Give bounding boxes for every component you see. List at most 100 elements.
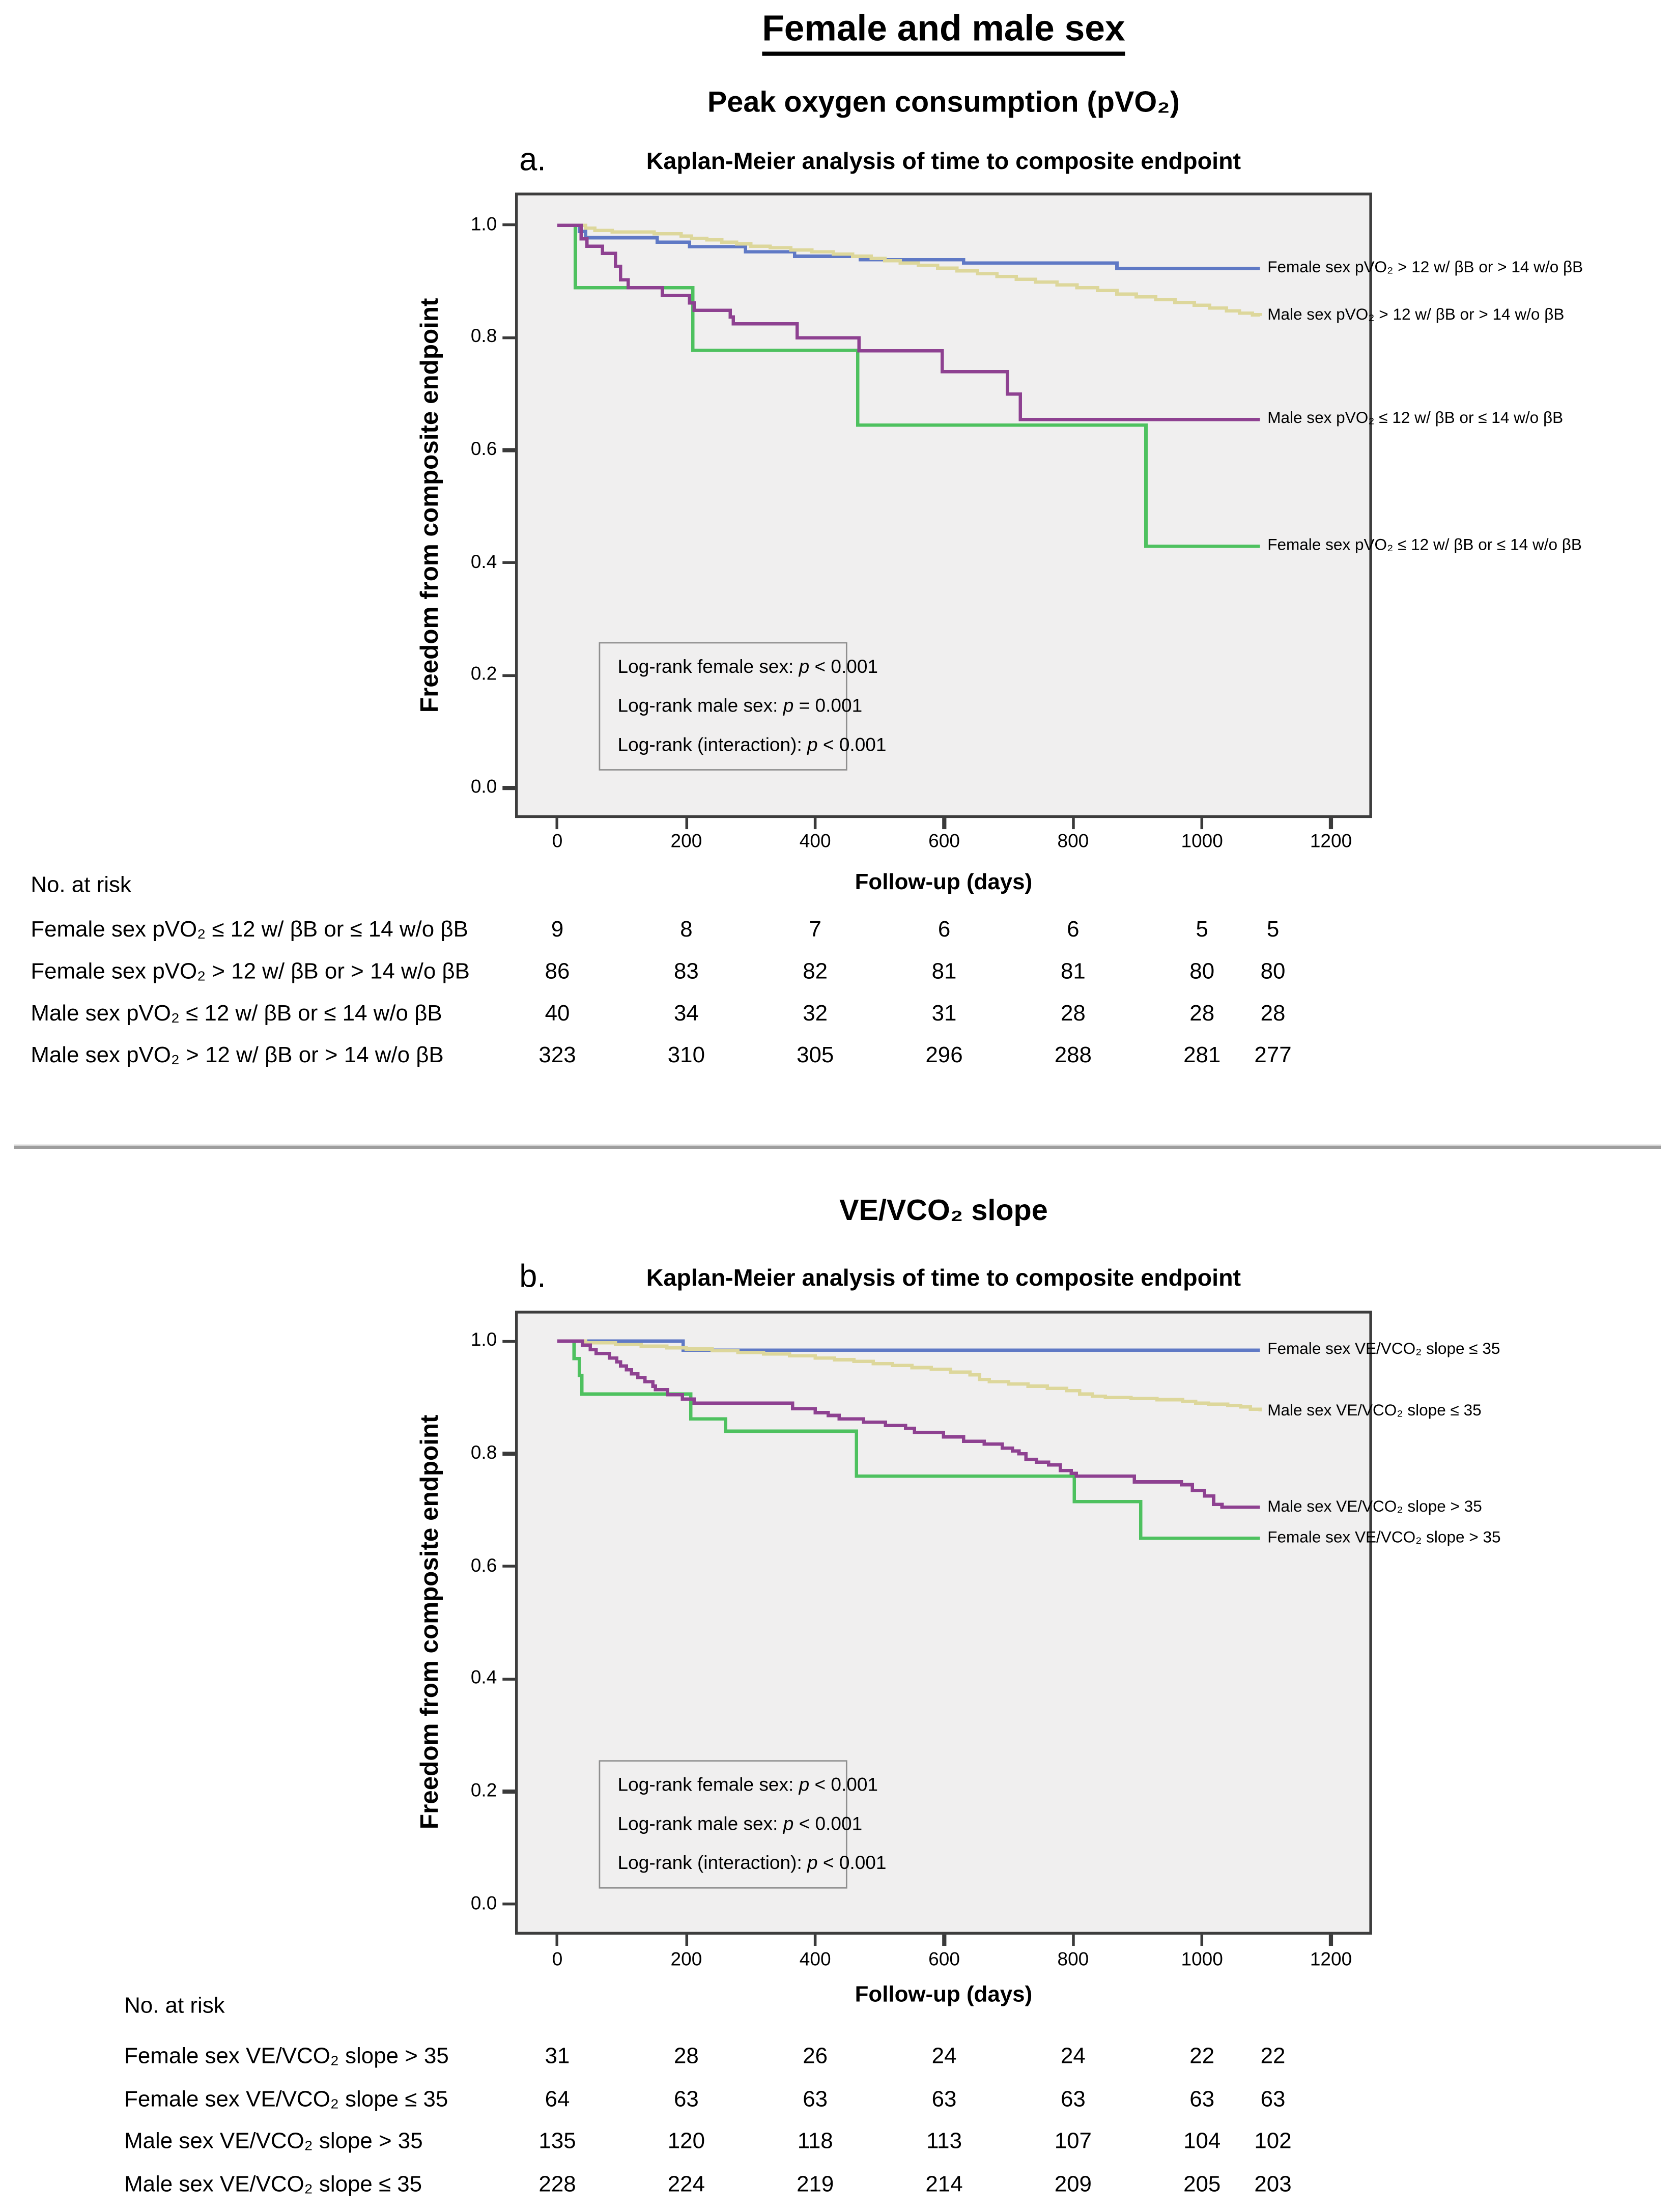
risk-value: 80 (1189, 960, 1215, 984)
y-tick-mark (502, 1339, 515, 1343)
risk-value: 31 (931, 1002, 957, 1026)
page-title-text: Female and male sex (762, 7, 1125, 56)
risk-value: 63 (1260, 2087, 1286, 2112)
risk-value: 86 (545, 960, 570, 984)
legend-label: Female sex pVO₂ > 12 w/ βB or > 14 w/o β… (1267, 260, 1583, 277)
risk-row-label: Female sex VE/VCO₂ slope > 35 (124, 2045, 449, 2069)
km-title-b: Kaplan-Meier analysis of time to composi… (646, 1264, 1241, 1291)
risk-value: 82 (803, 960, 828, 984)
x-tick-mark (943, 818, 946, 830)
y-tick-mark (502, 336, 515, 339)
x-tick-label: 800 (1057, 830, 1089, 852)
page-title: Female and male sex (515, 7, 1372, 56)
x-tick-label: 1200 (1310, 1948, 1352, 1970)
y-tick-label: 0.8 (470, 1441, 497, 1463)
risk-value: 64 (545, 2087, 570, 2112)
risk-value: 296 (925, 1043, 963, 1068)
risk-value: 5 (1266, 918, 1280, 943)
x-axis-label-b: Follow-up (days) (855, 1983, 1033, 2007)
x-tick-label: 200 (670, 830, 702, 852)
risk-value: 203 (1254, 2172, 1292, 2197)
y-tick-mark (502, 786, 515, 790)
x-tick-mark (1071, 1935, 1075, 1947)
y-tick-label: 0.4 (470, 1667, 497, 1688)
logrank-box-b: Log-rank female sex: p < 0.001 Log-rank … (598, 1759, 886, 1888)
legend-label: Female sex VE/VCO₂ slope > 35 (1267, 1529, 1501, 1547)
x-tick-mark (1071, 818, 1075, 830)
risk-value: 288 (1054, 1043, 1092, 1068)
y-tick-mark (502, 1452, 515, 1456)
risk-value: 28 (1060, 1002, 1086, 1026)
risk-value: 135 (538, 2130, 576, 2154)
x-tick-label: 400 (799, 1948, 831, 1970)
y-tick-label: 1.0 (470, 1329, 497, 1350)
risk-value: 31 (545, 2045, 570, 2069)
risk-value: 113 (926, 2130, 962, 2154)
x-tick-mark (1200, 1935, 1204, 1947)
risk-value: 24 (931, 2045, 957, 2069)
risk-row-label: Male sex VE/VCO₂ slope > 35 (124, 2130, 423, 2154)
km-title-a: Kaplan-Meier analysis of time to composi… (646, 148, 1241, 175)
y-axis-label-b: Freedom from composite endpoint (415, 1414, 443, 1830)
legend-label: Female sex pVO₂ ≤ 12 w/ βB or ≤ 14 w/o β… (1267, 537, 1582, 554)
risk-value: 32 (803, 1002, 828, 1026)
logrank-line: Log-rank female sex: p < 0.001 (617, 1773, 878, 1795)
risk-row-label: Male sex VE/VCO₂ slope ≤ 35 (124, 2172, 422, 2197)
risk-row-label: Female sex pVO₂ ≤ 12 w/ βB or ≤ 14 w/o β… (31, 918, 468, 943)
risk-value: 28 (1260, 1002, 1286, 1026)
y-tick-mark (502, 1677, 515, 1681)
risk-heading-a: No. at risk (31, 873, 131, 898)
risk-value: 9 (551, 918, 564, 943)
y-tick-label: 0.2 (470, 663, 497, 685)
legend-label: Male sex VE/VCO₂ slope ≤ 35 (1267, 1403, 1482, 1420)
x-tick-mark (1329, 818, 1333, 830)
risk-value: 26 (803, 2045, 828, 2069)
y-tick-label: 0.4 (470, 551, 497, 572)
section-title-b: VE/VCO₂ slope (839, 1195, 1048, 1227)
risk-heading-b: No. at risk (124, 1995, 225, 2019)
section-divider (14, 1144, 1661, 1149)
x-tick-label: 800 (1057, 1948, 1089, 1970)
risk-value: 6 (1067, 918, 1080, 943)
y-tick-label: 0.0 (470, 1892, 497, 1913)
x-tick-label: 600 (928, 1948, 960, 1970)
risk-value: 24 (1060, 2045, 1086, 2069)
risk-value: 7 (809, 918, 821, 943)
x-tick-mark (813, 1935, 817, 1947)
y-tick-label: 0.0 (470, 776, 497, 797)
x-tick-label: 0 (552, 1948, 563, 1970)
risk-value: 323 (538, 1043, 576, 1068)
risk-row-label: Male sex pVO₂ ≤ 12 w/ βB or ≤ 14 w/o βB (31, 1002, 442, 1026)
risk-value: 104 (1183, 2130, 1221, 2154)
risk-value: 81 (1060, 960, 1086, 984)
risk-value: 219 (797, 2172, 834, 2197)
risk-value: 63 (1060, 2087, 1086, 2112)
x-tick-mark (943, 1935, 946, 1947)
x-tick-label: 600 (928, 830, 960, 852)
risk-value: 5 (1196, 918, 1208, 943)
risk-value: 28 (673, 2045, 699, 2069)
y-tick-label: 0.6 (470, 1554, 497, 1576)
risk-value: 83 (673, 960, 699, 984)
y-tick-label: 0.8 (470, 325, 497, 347)
y-tick-label: 0.6 (470, 438, 497, 460)
legend-label: Male sex VE/VCO₂ slope > 35 (1267, 1498, 1482, 1516)
legend-label: Female sex VE/VCO₂ slope ≤ 35 (1267, 1342, 1500, 1359)
section-title-a: Peak oxygen consumption (pVO₂) (707, 87, 1180, 119)
logrank-box-a: Log-rank female sex: p < 0.001 Log-rank … (598, 641, 887, 770)
y-tick-label: 0.2 (470, 1779, 497, 1801)
x-tick-label: 400 (799, 830, 831, 852)
risk-value: 8 (680, 918, 693, 943)
x-tick-mark (556, 818, 559, 830)
logrank-line: Log-rank (interaction): p < 0.001 (617, 733, 887, 755)
y-tick-mark (502, 1565, 515, 1568)
risk-value: 80 (1260, 960, 1286, 984)
y-tick-mark (502, 673, 515, 677)
x-tick-label: 1200 (1310, 830, 1352, 852)
risk-value: 205 (1183, 2172, 1221, 2197)
legend-label: Male sex pVO₂ ≤ 12 w/ βB or ≤ 14 w/o βB (1267, 411, 1564, 428)
logrank-line: Log-rank female sex: p < 0.001 (617, 655, 878, 676)
risk-value: 277 (1254, 1043, 1292, 1068)
logrank-line: Log-rank male sex: p = 0.001 (617, 694, 863, 716)
